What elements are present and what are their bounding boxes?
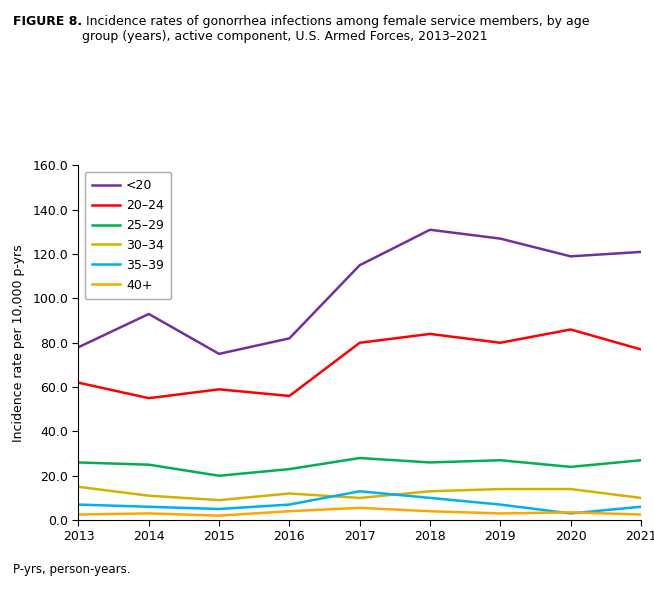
35–39 [285, 501, 293, 508]
35–39 [75, 501, 82, 508]
35–39 [637, 504, 645, 511]
20–24 [356, 339, 364, 346]
<20 [566, 253, 574, 260]
25–29 [145, 461, 153, 468]
30–34 [75, 483, 82, 491]
<20 [215, 350, 223, 358]
25–29 [637, 457, 645, 464]
35–39 [356, 488, 364, 495]
30–34 [566, 486, 574, 493]
25–29 [75, 459, 82, 466]
40+ [215, 512, 223, 519]
25–29 [496, 457, 504, 464]
35–39 [426, 494, 434, 501]
35–39 [145, 504, 153, 511]
25–29 [566, 463, 574, 470]
40+ [566, 509, 574, 516]
<20 [75, 343, 82, 350]
30–34 [285, 490, 293, 497]
25–29 [426, 459, 434, 466]
25–29 [285, 466, 293, 473]
Legend: <20, 20–24, 25–29, 30–34, 35–39, 40+: <20, 20–24, 25–29, 30–34, 35–39, 40+ [85, 172, 171, 299]
<20 [496, 235, 504, 242]
30–34 [356, 494, 364, 501]
20–24 [566, 326, 574, 333]
Line: 30–34: 30–34 [78, 487, 641, 500]
30–34 [145, 492, 153, 499]
35–39 [496, 501, 504, 508]
<20 [285, 335, 293, 342]
<20 [356, 262, 364, 269]
Line: <20: <20 [78, 230, 641, 354]
<20 [426, 226, 434, 233]
Line: 20–24: 20–24 [78, 330, 641, 398]
<20 [637, 248, 645, 255]
20–24 [75, 379, 82, 387]
Line: 25–29: 25–29 [78, 458, 641, 476]
Line: 35–39: 35–39 [78, 491, 641, 514]
35–39 [215, 505, 223, 512]
<20 [145, 310, 153, 317]
40+ [356, 504, 364, 511]
40+ [145, 510, 153, 517]
20–24 [426, 330, 434, 337]
40+ [75, 511, 82, 518]
Text: P-yrs, person-years.: P-yrs, person-years. [13, 563, 131, 576]
40+ [285, 508, 293, 515]
Text: FIGURE 8.: FIGURE 8. [13, 15, 82, 28]
Line: 40+: 40+ [78, 508, 641, 515]
20–24 [637, 346, 645, 353]
40+ [426, 508, 434, 515]
40+ [496, 510, 504, 517]
40+ [637, 511, 645, 518]
20–24 [496, 339, 504, 346]
30–34 [426, 488, 434, 495]
Y-axis label: Incidence rate per 10,000 p-yrs: Incidence rate per 10,000 p-yrs [12, 244, 26, 441]
20–24 [145, 395, 153, 402]
25–29 [356, 454, 364, 462]
30–34 [496, 486, 504, 493]
30–34 [637, 494, 645, 501]
Text: Incidence rates of gonorrhea infections among female service members, by age
gro: Incidence rates of gonorrhea infections … [82, 15, 590, 43]
20–24 [285, 392, 293, 400]
20–24 [215, 386, 223, 393]
35–39 [566, 510, 574, 517]
30–34 [215, 496, 223, 504]
25–29 [215, 472, 223, 479]
